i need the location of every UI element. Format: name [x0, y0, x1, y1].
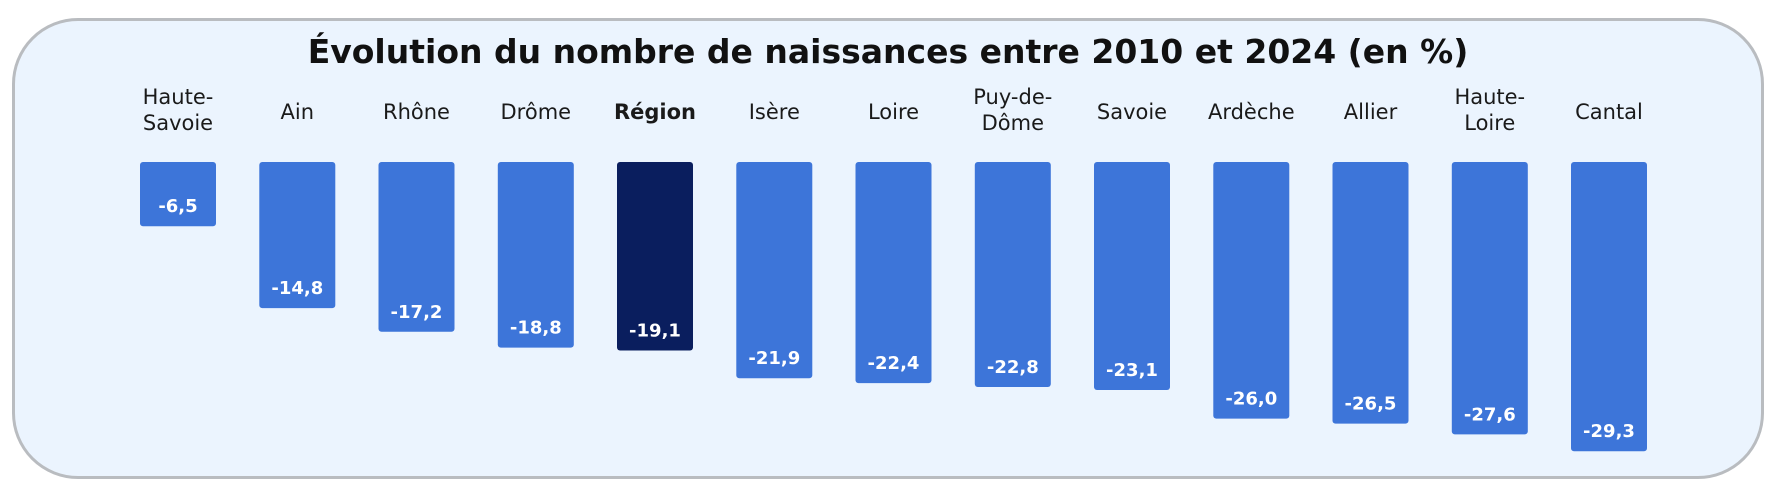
bar-8	[1094, 162, 1170, 390]
value-label-6: -22,4	[868, 353, 920, 374]
category-label-11: Haute-Loire	[1454, 85, 1525, 135]
bar-7	[974, 162, 1051, 387]
category-label-1: Ain	[281, 100, 315, 124]
bar-10	[1332, 162, 1409, 424]
value-label-9: -26,0	[1225, 389, 1277, 410]
value-label-2: -17,2	[391, 302, 443, 323]
bar-1	[259, 162, 336, 309]
category-label-7: Puy-de-Dôme	[973, 85, 1052, 135]
bar-2	[378, 162, 455, 332]
value-label-11: -27,6	[1464, 404, 1516, 425]
bar-3	[497, 162, 574, 348]
bar-0	[140, 162, 216, 227]
value-label-0: -6,5	[158, 196, 197, 217]
category-label-8: Savoie	[1097, 100, 1167, 124]
category-label-4: Région	[614, 100, 696, 124]
category-label-9: Ardèche	[1208, 100, 1295, 124]
value-label-1: -14,8	[271, 278, 323, 299]
category-label-2: Rhône	[383, 100, 450, 124]
bar-5	[736, 162, 813, 379]
value-label-4: -19,1	[629, 321, 681, 342]
value-label-8: -23,1	[1106, 360, 1158, 381]
value-label-10: -26,5	[1345, 394, 1397, 415]
bar-12	[1571, 162, 1647, 452]
category-label-6: Loire	[868, 100, 919, 124]
bar-4	[617, 162, 693, 351]
category-label-12: Cantal	[1575, 100, 1643, 124]
category-label-0: Haute-Savoie	[143, 85, 214, 135]
value-label-5: -21,9	[748, 348, 800, 369]
bar-11	[1451, 162, 1528, 435]
bar-6	[855, 162, 932, 384]
category-label-10: Allier	[1344, 100, 1398, 124]
bar-9	[1213, 162, 1290, 419]
category-label-3: Drôme	[501, 100, 572, 124]
value-label-7: -22,8	[987, 357, 1039, 378]
value-label-3: -18,8	[510, 318, 562, 339]
chart-title: Évolution du nombre de naissances entre …	[307, 32, 1469, 71]
value-label-12: -29,3	[1583, 421, 1635, 442]
category-label-5: Isère	[749, 100, 800, 124]
